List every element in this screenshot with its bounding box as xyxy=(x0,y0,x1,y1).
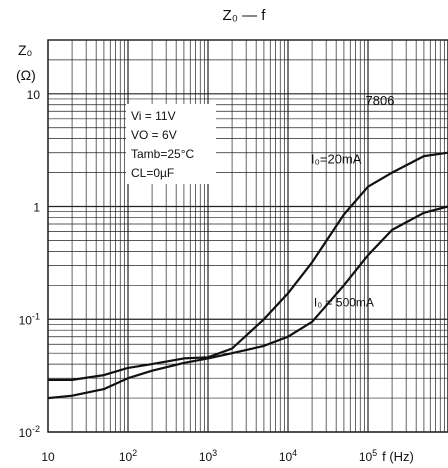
device-label: 7806 xyxy=(366,93,395,108)
x-tick-label: 105 xyxy=(359,448,377,464)
y-axis-label: Z₀ xyxy=(18,42,33,58)
x-tick-label: 103 xyxy=(199,448,217,464)
x-tick-label: 104 xyxy=(279,448,297,464)
series-line-1 xyxy=(48,151,448,381)
y-tick-label: 10-2 xyxy=(19,424,40,440)
condition-label: Tamb=25°C xyxy=(131,147,194,161)
chart-title: Z₀ — f xyxy=(223,7,267,24)
x-tick-label: 102 xyxy=(119,448,137,464)
plot-marks: 10 102 103 104 105 10 1 10-1 10-2 Vi = 11V VO = 6V… xyxy=(19,88,448,464)
conditions-box xyxy=(126,104,216,184)
x-tick-label: 10 xyxy=(41,450,55,464)
y-axis-unit: (Ω) xyxy=(16,67,36,83)
y-tick-label: 10 xyxy=(27,88,41,102)
series-label-io20: I₀=20mA xyxy=(311,152,362,167)
condition-label: CL=0µF xyxy=(131,166,174,180)
y-tick-label: 1 xyxy=(33,201,40,215)
condition-label: VO = 6V xyxy=(131,128,177,142)
x-axis-label: f (Hz) xyxy=(382,449,414,464)
series-label-io500: I₀ = 500mA xyxy=(314,295,374,309)
condition-label: Vi = 11V xyxy=(131,109,176,123)
series-line-2 xyxy=(47,205,448,400)
y-tick-label: 10-1 xyxy=(19,311,40,327)
